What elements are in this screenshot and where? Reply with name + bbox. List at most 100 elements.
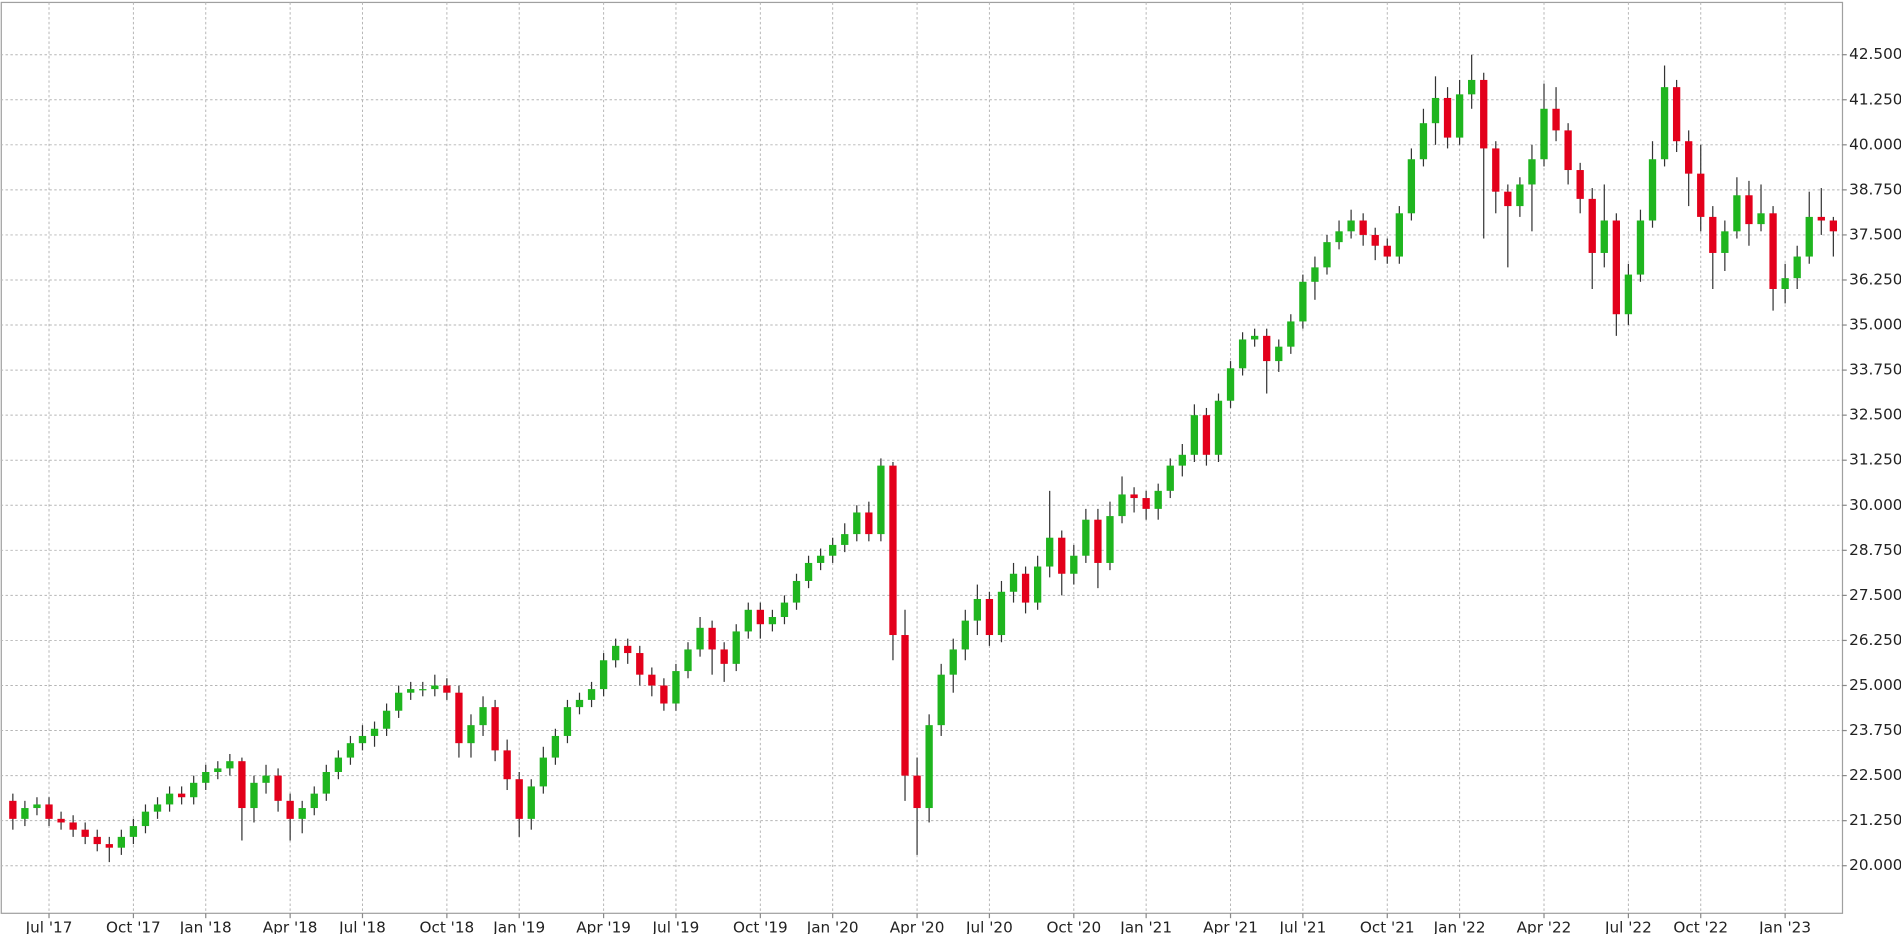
- x-tick-label: Jan '22: [1433, 918, 1486, 934]
- candle-body: [527, 786, 535, 819]
- x-tick-label: Apr '19: [576, 918, 631, 934]
- candle-body: [1335, 231, 1343, 243]
- candle-body: [1805, 216, 1813, 257]
- x-tick-label: Oct '21: [1360, 918, 1415, 934]
- candle-body: [298, 808, 306, 819]
- candle-body: [1082, 519, 1090, 556]
- candle-body: [563, 707, 572, 736]
- candle-body: [214, 768, 222, 773]
- candle-body: [1672, 87, 1681, 142]
- candle-body: [756, 609, 764, 625]
- candle-body: [177, 793, 186, 798]
- candle-body: [503, 750, 511, 780]
- candle-body: [1347, 220, 1355, 232]
- y-tick-label: 20.000: [1849, 856, 1901, 874]
- candle-body: [1033, 566, 1042, 603]
- candle-body: [1058, 537, 1066, 574]
- x-tick-label: Apr '21: [1203, 918, 1258, 934]
- candle-body: [720, 649, 728, 664]
- x-tick-label: Oct '20: [1046, 918, 1101, 934]
- candle-body: [1359, 220, 1367, 235]
- candle-body: [1094, 519, 1102, 563]
- candle-body: [1817, 216, 1825, 221]
- x-tick-label: Oct '18: [420, 918, 475, 934]
- candle-body: [1564, 130, 1572, 171]
- candle-body: [81, 829, 89, 837]
- candle-body: [1745, 195, 1753, 225]
- candle-body: [419, 689, 427, 691]
- candle-body: [949, 649, 957, 675]
- candle-body: [1455, 94, 1464, 138]
- candle-body: [407, 689, 415, 693]
- x-tick-label: Jan '23: [1758, 918, 1811, 934]
- candle-body: [1600, 220, 1608, 253]
- candle-body: [1431, 97, 1440, 124]
- y-tick-label: 42.500: [1849, 45, 1901, 63]
- candle-body: [467, 725, 475, 744]
- candle-body: [370, 728, 379, 736]
- x-tick-label: Jul '21: [1279, 918, 1327, 934]
- candle-body: [443, 685, 451, 693]
- candle-body: [792, 580, 801, 603]
- y-tick-label: 30.000: [1849, 496, 1901, 514]
- candle-body: [612, 645, 620, 661]
- candle-body: [684, 649, 692, 672]
- candle-body: [1576, 170, 1584, 199]
- candle-body: [1829, 220, 1838, 232]
- candle-body: [57, 818, 65, 823]
- candle-body: [865, 512, 873, 535]
- plot-frame: [0, 1, 1844, 914]
- candle-body: [358, 735, 367, 744]
- candle-body: [1588, 198, 1596, 253]
- candle-body: [1636, 220, 1645, 275]
- y-tick-label: 31.250: [1849, 451, 1901, 469]
- y-tick-label: 26.250: [1849, 631, 1901, 649]
- candle-body: [322, 772, 330, 794]
- candle-body: [1250, 335, 1259, 340]
- candle-body: [33, 804, 41, 809]
- candle-body: [1781, 278, 1789, 289]
- candle-body: [1648, 159, 1657, 221]
- x-tick-label: Apr '18: [263, 918, 318, 934]
- x-tick-label: Jan '20: [806, 918, 859, 934]
- candle-body: [165, 793, 174, 805]
- candle-body: [1070, 555, 1078, 574]
- candle-body: [1660, 87, 1669, 160]
- candle-body: [1504, 191, 1512, 207]
- candle-body: [804, 562, 813, 581]
- candle-body: [1323, 242, 1331, 268]
- candle-body: [599, 660, 608, 690]
- candle-body: [1395, 213, 1403, 257]
- candle-body: [238, 761, 246, 809]
- candle-body: [1190, 415, 1199, 455]
- candle-body: [660, 685, 668, 704]
- candle-body: [9, 800, 17, 819]
- candle-body: [877, 465, 885, 535]
- candle-body: [1443, 97, 1452, 138]
- candle-body: [1202, 415, 1211, 455]
- x-tick-label: Jan '21: [1119, 918, 1172, 934]
- candle-body: [1142, 498, 1150, 509]
- candle-body: [1118, 494, 1126, 517]
- candle-body: [841, 534, 849, 545]
- candle-body: [575, 699, 584, 708]
- candle-body: [636, 653, 644, 675]
- candle-body: [732, 631, 740, 664]
- candle-body: [1793, 256, 1801, 279]
- candle-body: [394, 692, 403, 711]
- candle-body: [780, 602, 789, 618]
- candle-body: [1263, 335, 1271, 362]
- candle-body: [768, 617, 777, 625]
- y-tick-label: 21.250: [1849, 811, 1901, 829]
- candle-body: [648, 674, 656, 686]
- candle-body: [1540, 108, 1548, 160]
- candle-body: [45, 804, 53, 819]
- candle-body: [551, 735, 560, 758]
- candle-body: [901, 635, 909, 776]
- y-tick-label: 38.750: [1849, 180, 1901, 198]
- candle-body: [1009, 573, 1018, 592]
- x-tick-label: Jul '20: [965, 918, 1013, 934]
